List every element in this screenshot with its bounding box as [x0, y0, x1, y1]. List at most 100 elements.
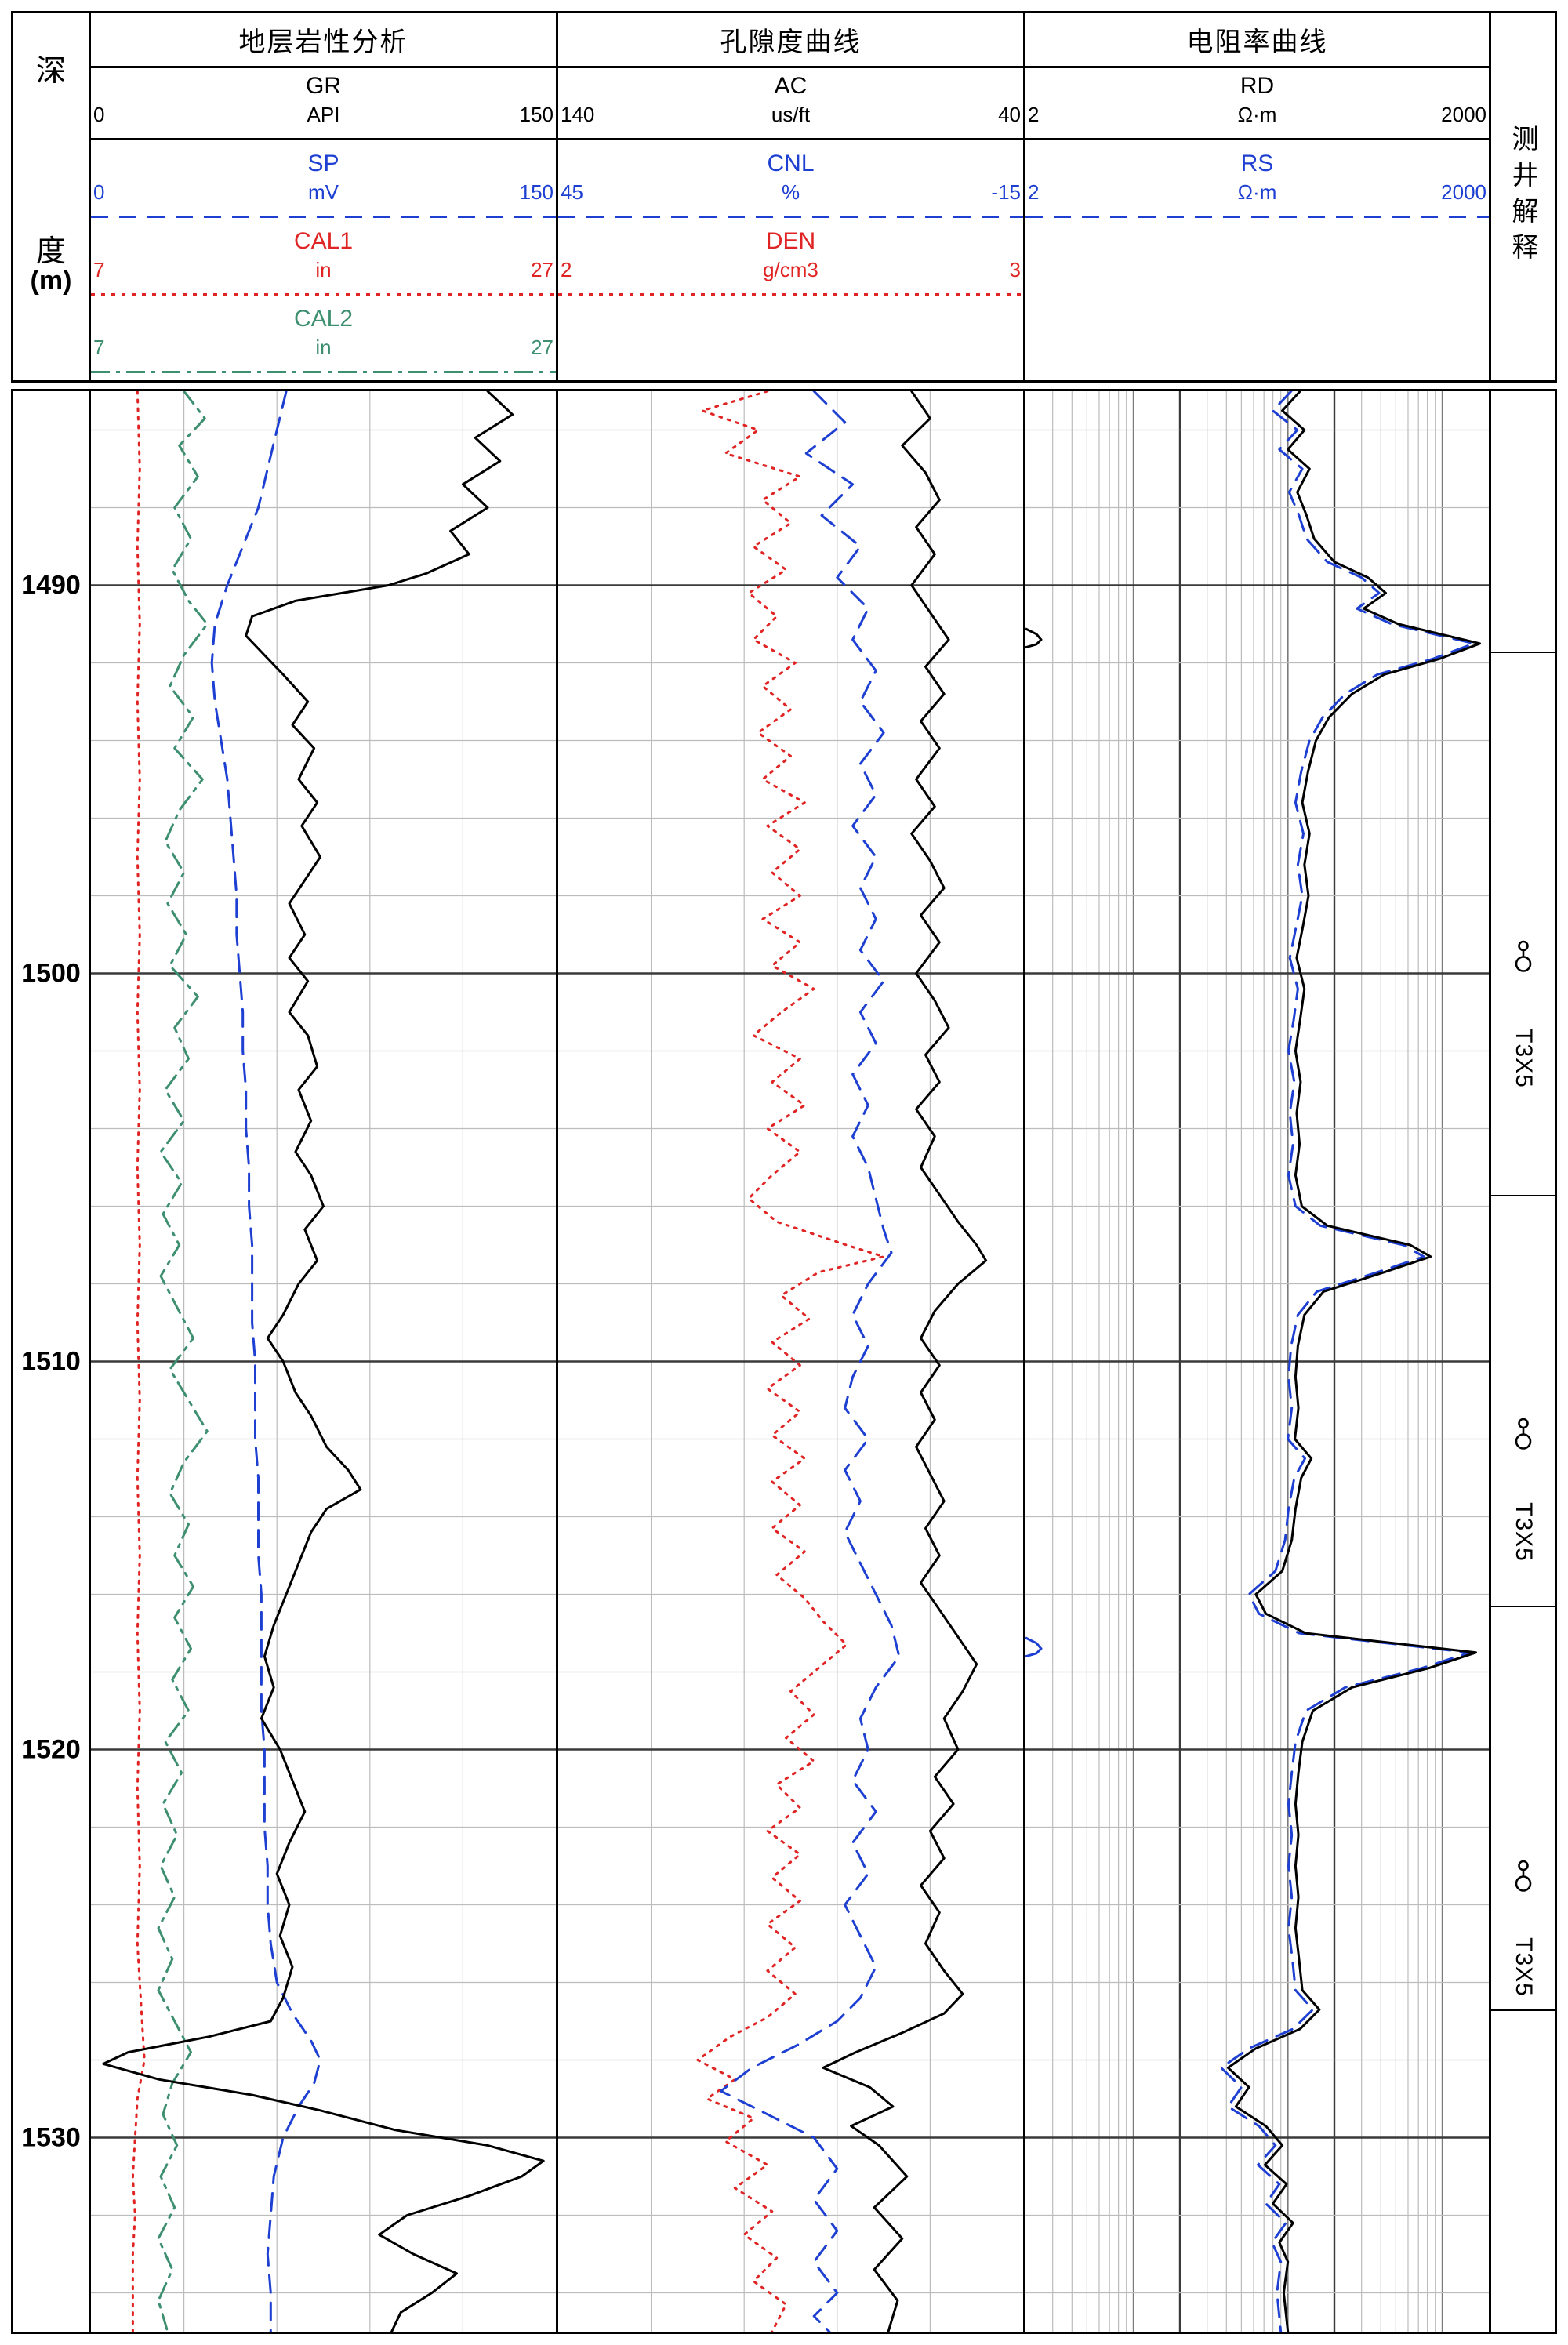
zone-symbol-icon — [1513, 1415, 1534, 1455]
curve-legend-cal2: CAL2 7 in 27 — [91, 301, 556, 379]
curve-scale-un-ac: us/ft — [771, 103, 811, 126]
depth-label: 1500 — [21, 958, 81, 988]
curve-scale-mn-rs: 2 — [1028, 180, 1040, 204]
curve-name-cnl: CNL — [767, 151, 815, 176]
zone-label: T3X5 — [1510, 1937, 1537, 1997]
interpretation-header-label: 测井解释 — [1508, 125, 1537, 269]
curve-scale-mx-sp: 150 — [519, 180, 554, 204]
curve-scale-un-den: g/cm3 — [763, 258, 818, 281]
offscale-wrap-mark — [1025, 1636, 1043, 1658]
track-lithology — [89, 391, 556, 2332]
track-header-lithology: 地层岩性分析 GR 0 API 150 SP 0 mV 150 CAL1 7 in 27 CAL2 7 in 2… — [89, 13, 556, 380]
curve-scale-mx-cal2: 27 — [531, 336, 554, 359]
zone-boundary-line — [1491, 651, 1555, 653]
curve-scale-den: 2 g/cm3 3 — [558, 256, 1023, 283]
track-title-lithology: 地层岩性分析 — [91, 13, 556, 68]
curve-scale-mx-gr: 150 — [519, 103, 554, 126]
zone-boundary-line — [1491, 2009, 1555, 2012]
curve-legend-rd: RD 2 Ω·m 2000 — [1025, 68, 1489, 146]
curve-name-rd: RD — [1240, 73, 1275, 99]
curve-den — [696, 391, 885, 2332]
curve-scale-sp: 0 mV 150 — [91, 179, 556, 205]
curve-style-sample-rd — [1025, 138, 1489, 140]
depth-axis-header: 深 度 (m) — [13, 13, 89, 380]
zone-boundary-line — [1491, 1194, 1555, 1196]
curve-legend-ac: AC 140 us/ft 40 — [558, 68, 1023, 146]
curve-style-sample-cal2 — [91, 371, 556, 373]
curve-name-cal1: CAL1 — [293, 228, 354, 254]
curve-style-sample-den — [558, 293, 1023, 296]
depth-scale-column: 1490 1500 1510 1520 1530 — [13, 391, 89, 2332]
curve-cnl — [720, 391, 901, 2332]
depth-header-unit: (m) — [30, 266, 72, 296]
track-plot-resistivity — [1025, 391, 1489, 2332]
log-header: 深 度 (m) 地层岩性分析 GR 0 API 150 SP 0 mV 150 CAL1 7 in 27… — [11, 11, 1557, 383]
depth-label: 1490 — [21, 570, 81, 600]
curve-name-gr: GR — [306, 73, 341, 99]
curve-scale-mn-sp: 0 — [93, 180, 105, 204]
track-resistivity — [1023, 391, 1489, 2332]
depth-header-char-2: 度 — [35, 235, 66, 268]
depth-label: 1520 — [21, 1734, 81, 1764]
curve-scale-mn-cal2: 7 — [93, 336, 105, 359]
curve-scale-un-cal2: in — [315, 336, 332, 359]
curve-scale-mx-rd: 2000 — [1441, 103, 1486, 126]
curve-scale-gr: 0 API 150 — [91, 101, 556, 128]
offscale-wrap-mark — [1025, 627, 1043, 649]
curve-scale-cal2: 7 in 27 — [91, 334, 556, 361]
log-body: 1490 1500 1510 1520 1530 T3X5 T3X5 T3X5 — [11, 389, 1557, 2334]
curve-rd — [1226, 391, 1482, 2332]
curve-scale-mn-cal1: 7 — [93, 258, 105, 281]
curve-scale-mx-rs: 2000 — [1441, 180, 1486, 204]
curve-scale-ac: 140 us/ft 40 — [558, 101, 1023, 128]
curve-style-sample-rs — [1025, 216, 1489, 218]
curve-style-sample-cal1 — [91, 293, 556, 296]
curve-style-sample-sp — [91, 216, 556, 218]
zone-label: T3X5 — [1510, 1029, 1537, 1089]
zone-symbol-icon — [1513, 938, 1534, 978]
zone-boundary-line — [1491, 1606, 1555, 1608]
curve-legend-cnl: CNL 45% -15 — [558, 146, 1023, 223]
depth-header-char-1: 深 — [35, 55, 66, 88]
track-header-porosity: 孔隙度曲线 AC 140 us/ft 40 CNL 45% -15 DEN 2 g/cm3 3 — [556, 13, 1023, 380]
curve-scale-un-sp: mV — [308, 180, 339, 204]
curve-scale-rd: 2 Ω·m 2000 — [1025, 101, 1489, 128]
curve-style-sample-cnl — [558, 216, 1023, 218]
curve-style-sample-gr — [91, 138, 556, 140]
curve-scale-rs: 2 Ω·m 2000 — [1025, 179, 1489, 205]
curve-name-ac: AC — [774, 73, 808, 99]
curve-scale-un-gr: API — [307, 103, 340, 126]
curve-legend-cal1: CAL1 7 in 27 — [91, 223, 556, 301]
curve-scale-mx-ac: 40 — [998, 103, 1021, 126]
curve-scale-mn-ac: 140 — [561, 103, 595, 126]
zone-symbol-icon — [1513, 1857, 1534, 1897]
track-header-resistivity: 电阻率曲线 RD 2 Ω·m 2000 RS 2 Ω·m 2000 — [1023, 13, 1489, 380]
curve-legend-gr: GR 0 API 150 — [91, 68, 556, 146]
curve-rs — [1220, 391, 1475, 2332]
curve-ac — [822, 391, 988, 2332]
interpretation-column: T3X5 T3X5 T3X5 — [1489, 391, 1555, 2332]
track-plot-lithology — [91, 391, 556, 2332]
curve-scale-mx-cal1: 27 — [531, 258, 554, 281]
track-porosity — [556, 391, 1023, 2332]
track-title-resistivity: 电阻率曲线 — [1025, 13, 1489, 68]
curve-scale-mx-cnl: -15 — [991, 180, 1021, 204]
curve-sp — [210, 391, 321, 2332]
curve-gr — [102, 391, 545, 2332]
curve-cal2 — [157, 391, 209, 2332]
curve-scale-un-rs: Ω·m — [1237, 180, 1277, 204]
curve-scale-mn-cnl: 45 — [561, 180, 583, 204]
curve-scale-un-rd: Ω·m — [1237, 103, 1277, 126]
depth-label: 1510 — [21, 1346, 81, 1376]
curve-scale-mn-gr: 0 — [93, 103, 105, 126]
curve-scale-mn-rd: 2 — [1028, 103, 1040, 126]
curve-scale-cal1: 7 in 27 — [91, 256, 556, 283]
track-title-porosity: 孔隙度曲线 — [558, 13, 1023, 68]
curve-name-rs: RS — [1240, 151, 1274, 176]
interpretation-header: 测井解释 — [1489, 13, 1555, 380]
curve-scale-un-cnl: % — [781, 180, 800, 204]
curve-scale-un-cal1: in — [315, 258, 332, 281]
curve-name-sp: SP — [307, 151, 339, 176]
curve-name-den: DEN — [765, 228, 816, 254]
